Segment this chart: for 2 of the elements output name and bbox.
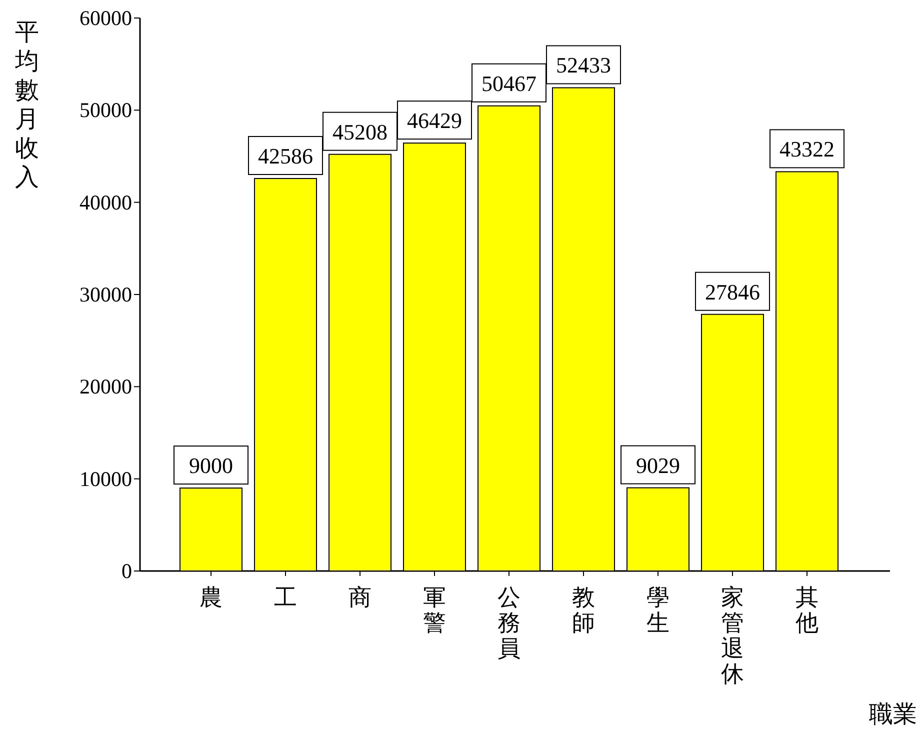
xlabel: 職業 xyxy=(869,702,917,728)
ylabel: 平均數月收入 xyxy=(15,20,39,191)
